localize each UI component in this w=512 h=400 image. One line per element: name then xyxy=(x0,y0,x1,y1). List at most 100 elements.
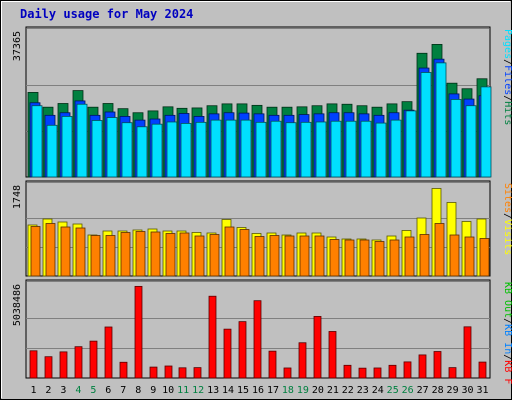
bar-top-pages-day-4 xyxy=(76,103,88,178)
bar-bottom-kb-f-day-7 xyxy=(119,361,128,379)
x-tick-day-19: 19 xyxy=(297,385,309,396)
bar-bottom-kb-f-day-3 xyxy=(59,351,68,379)
x-tick-day-10: 10 xyxy=(162,385,174,396)
bar-middle-sites-day-7 xyxy=(120,232,131,277)
bar-top-pages-day-22 xyxy=(345,120,357,178)
x-tick-day-1: 1 xyxy=(30,385,36,396)
bar-middle-sites-day-8 xyxy=(135,231,146,277)
bar-top-pages-day-24 xyxy=(375,122,387,178)
bar-bottom-kb-f-day-31 xyxy=(478,361,487,379)
bar-top-pages-day-29 xyxy=(450,99,462,178)
x-tick-day-29: 29 xyxy=(447,385,459,396)
ymax-label-bottom: 5038486 xyxy=(12,284,23,326)
x-tick-day-9: 9 xyxy=(150,385,156,396)
legend-entry-files: Files xyxy=(502,65,512,95)
legend-bottom: KB Out/KB In/KB F xyxy=(502,282,512,384)
bar-top-pages-day-2 xyxy=(46,124,58,178)
x-tick-day-20: 20 xyxy=(312,385,324,396)
legend-entry-kb-in: KB In xyxy=(502,324,512,354)
bar-top-pages-day-6 xyxy=(106,117,118,178)
bar-bottom-kb-f-day-13 xyxy=(208,295,217,379)
x-tick-day-28: 28 xyxy=(432,385,444,396)
legend-entry-pages: Pages xyxy=(502,29,512,59)
bar-middle-sites-day-4 xyxy=(75,227,86,277)
bar-top-pages-day-21 xyxy=(330,120,342,178)
bar-middle-sites-day-14 xyxy=(224,226,235,277)
x-tick-day-8: 8 xyxy=(135,385,141,396)
legend-separator: / xyxy=(502,213,512,219)
bar-top-pages-day-26 xyxy=(405,110,417,178)
bar-bottom-kb-f-day-24 xyxy=(373,367,382,379)
chart-title: Daily usage for May 2024 xyxy=(20,7,193,21)
x-tick-day-4: 4 xyxy=(75,385,81,396)
bar-bottom-kb-f-day-5 xyxy=(89,340,98,379)
x-tick-day-14: 14 xyxy=(222,385,234,396)
bar-top-pages-day-10 xyxy=(166,121,178,178)
legend-entry-kb-f: KB F xyxy=(502,360,512,384)
bar-middle-sites-day-31 xyxy=(479,238,490,277)
bar-top-pages-day-27 xyxy=(420,72,432,178)
bar-top-pages-day-3 xyxy=(61,116,73,178)
bar-top-pages-day-11 xyxy=(180,123,192,178)
x-tick-day-2: 2 xyxy=(45,385,51,396)
x-tick-day-12: 12 xyxy=(192,385,204,396)
bar-bottom-kb-f-day-29 xyxy=(448,367,457,379)
bar-bottom-kb-f-day-30 xyxy=(463,326,472,379)
bar-middle-sites-day-10 xyxy=(165,233,176,277)
bar-top-pages-day-13 xyxy=(210,119,222,178)
legend-entry-sites: Sites xyxy=(502,183,512,213)
bar-middle-sites-day-2 xyxy=(45,223,56,277)
x-tick-day-26: 26 xyxy=(402,385,414,396)
x-tick-day-6: 6 xyxy=(105,385,111,396)
bar-bottom-kb-f-day-9 xyxy=(149,366,158,379)
legend-top: Pages/Files/Hits xyxy=(502,29,512,125)
bar-top-pages-day-15 xyxy=(240,119,252,178)
panel-top: 37365 Pages/Files/Hits xyxy=(12,26,512,178)
x-tick-day-27: 27 xyxy=(417,385,429,396)
bar-bottom-kb-f-day-18 xyxy=(283,367,292,379)
bar-bottom-kb-f-day-10 xyxy=(164,365,173,379)
bar-top-pages-day-7 xyxy=(121,122,133,178)
bar-middle-sites-day-19 xyxy=(299,235,310,277)
bar-bottom-kb-f-day-27 xyxy=(418,354,427,379)
bar-top-pages-day-31 xyxy=(480,86,492,178)
bar-middle-sites-day-24 xyxy=(374,241,385,277)
bar-top-pages-day-18 xyxy=(285,122,297,178)
bar-middle-sites-day-27 xyxy=(419,234,430,277)
legend-middle: Sites/Visits xyxy=(502,183,512,255)
bar-bottom-kb-f-day-23 xyxy=(358,367,367,379)
x-tick-day-23: 23 xyxy=(357,385,369,396)
bar-middle-sites-day-18 xyxy=(284,235,295,277)
chart-panels: 37365 Pages/Files/Hits 1748 Sites/Visits 503… xyxy=(12,26,512,396)
panel-bottom: 5038486 KB Out/KB In/KB F xyxy=(12,279,512,384)
bar-bottom-kb-f-day-25 xyxy=(388,364,397,379)
bar-bottom-kb-f-day-19 xyxy=(298,342,307,379)
x-tick-day-22: 22 xyxy=(342,385,354,396)
bar-top-pages-day-1 xyxy=(31,105,43,178)
panel-middle: 1748 Sites/Visits xyxy=(12,180,512,277)
bar-middle-sites-day-9 xyxy=(150,231,161,277)
legend-separator: / xyxy=(502,59,512,65)
bar-middle-sites-day-26 xyxy=(404,236,415,277)
bar-top-pages-day-17 xyxy=(270,120,282,178)
bar-middle-sites-day-29 xyxy=(449,234,460,277)
bar-middle-sites-day-17 xyxy=(269,235,280,277)
bar-bottom-kb-f-day-2 xyxy=(44,356,53,379)
bar-middle-sites-day-23 xyxy=(359,239,370,277)
bar-bottom-kb-f-day-20 xyxy=(313,316,322,379)
bar-bottom-kb-f-day-6 xyxy=(104,326,113,379)
bar-top-pages-day-30 xyxy=(465,105,477,178)
bar-bottom-kb-f-day-28 xyxy=(433,351,442,379)
ymax-label-middle: 1748 xyxy=(12,185,23,209)
bar-bottom-kb-f-day-12 xyxy=(193,367,202,379)
bar-bottom-kb-f-day-1 xyxy=(29,350,38,379)
bar-top-pages-day-23 xyxy=(360,120,372,178)
ymax-label-top: 37365 xyxy=(12,31,23,61)
legend-separator: / xyxy=(502,95,512,101)
bar-middle-sites-day-11 xyxy=(179,232,190,277)
bar-middle-sites-day-15 xyxy=(239,229,250,277)
bar-top-pages-day-9 xyxy=(151,123,163,178)
x-tick-day-5: 5 xyxy=(90,385,96,396)
x-tick-day-31: 31 xyxy=(476,385,488,396)
